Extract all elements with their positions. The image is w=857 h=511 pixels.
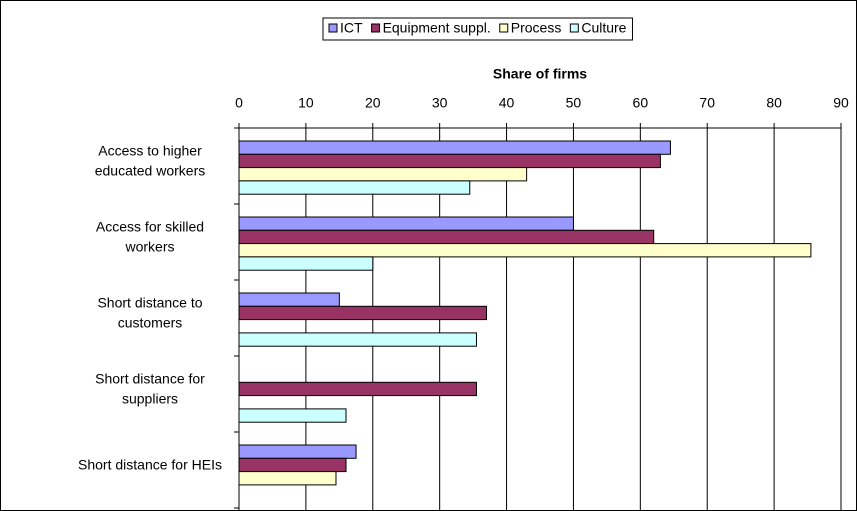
legend-label: Culture xyxy=(581,20,626,36)
legend-swatch xyxy=(328,23,338,33)
bar xyxy=(238,305,487,321)
x-tick-label: 50 xyxy=(566,95,582,111)
legend-label: ICT xyxy=(340,20,363,36)
bar xyxy=(238,256,374,271)
legend-swatch xyxy=(371,23,381,33)
y-tick-label: educated workers xyxy=(95,163,206,179)
legend: ICT Equipment suppl. Process Culture xyxy=(322,17,633,41)
x-tick-label: 20 xyxy=(365,95,381,111)
bar xyxy=(238,180,471,195)
bar xyxy=(238,332,477,347)
bar xyxy=(238,243,812,258)
y-tick-label: suppliers xyxy=(122,391,178,407)
bar xyxy=(238,292,340,307)
bar xyxy=(238,229,655,245)
bar xyxy=(238,381,477,397)
legend-box xyxy=(322,17,633,41)
y-tick-label: Access for skilled xyxy=(96,219,204,235)
x-tick-label: 60 xyxy=(633,95,649,111)
bar xyxy=(238,153,661,169)
x-tick-label: 0 xyxy=(235,95,243,111)
y-tick-label: Short distance to xyxy=(97,295,202,311)
y-tick-label: Short distance for xyxy=(95,371,205,387)
x-tick-label: 80 xyxy=(766,95,782,111)
bar xyxy=(238,408,347,423)
x-tick-label: 10 xyxy=(298,95,314,111)
bar xyxy=(238,471,337,486)
legend-swatch xyxy=(569,23,579,33)
bar xyxy=(238,140,671,155)
x-tick-label: 30 xyxy=(432,95,448,111)
axis-title: Share of firms xyxy=(493,66,587,82)
legend-swatch xyxy=(499,23,509,33)
x-tick-label: 90 xyxy=(833,95,849,111)
y-tick-label: customers xyxy=(118,315,183,331)
legend-label: Process xyxy=(511,20,562,36)
x-tick-label: 70 xyxy=(699,95,715,111)
y-tick-label: workers xyxy=(124,239,174,255)
y-tick-label: Short distance for HEIs xyxy=(78,457,222,473)
x-tick-label: 40 xyxy=(499,95,515,111)
bar xyxy=(238,167,528,182)
bar xyxy=(238,216,574,231)
bar xyxy=(238,457,347,473)
bar xyxy=(238,444,357,459)
y-tick-label: Access to higher xyxy=(98,143,202,159)
legend-label: Equipment suppl. xyxy=(383,20,491,36)
